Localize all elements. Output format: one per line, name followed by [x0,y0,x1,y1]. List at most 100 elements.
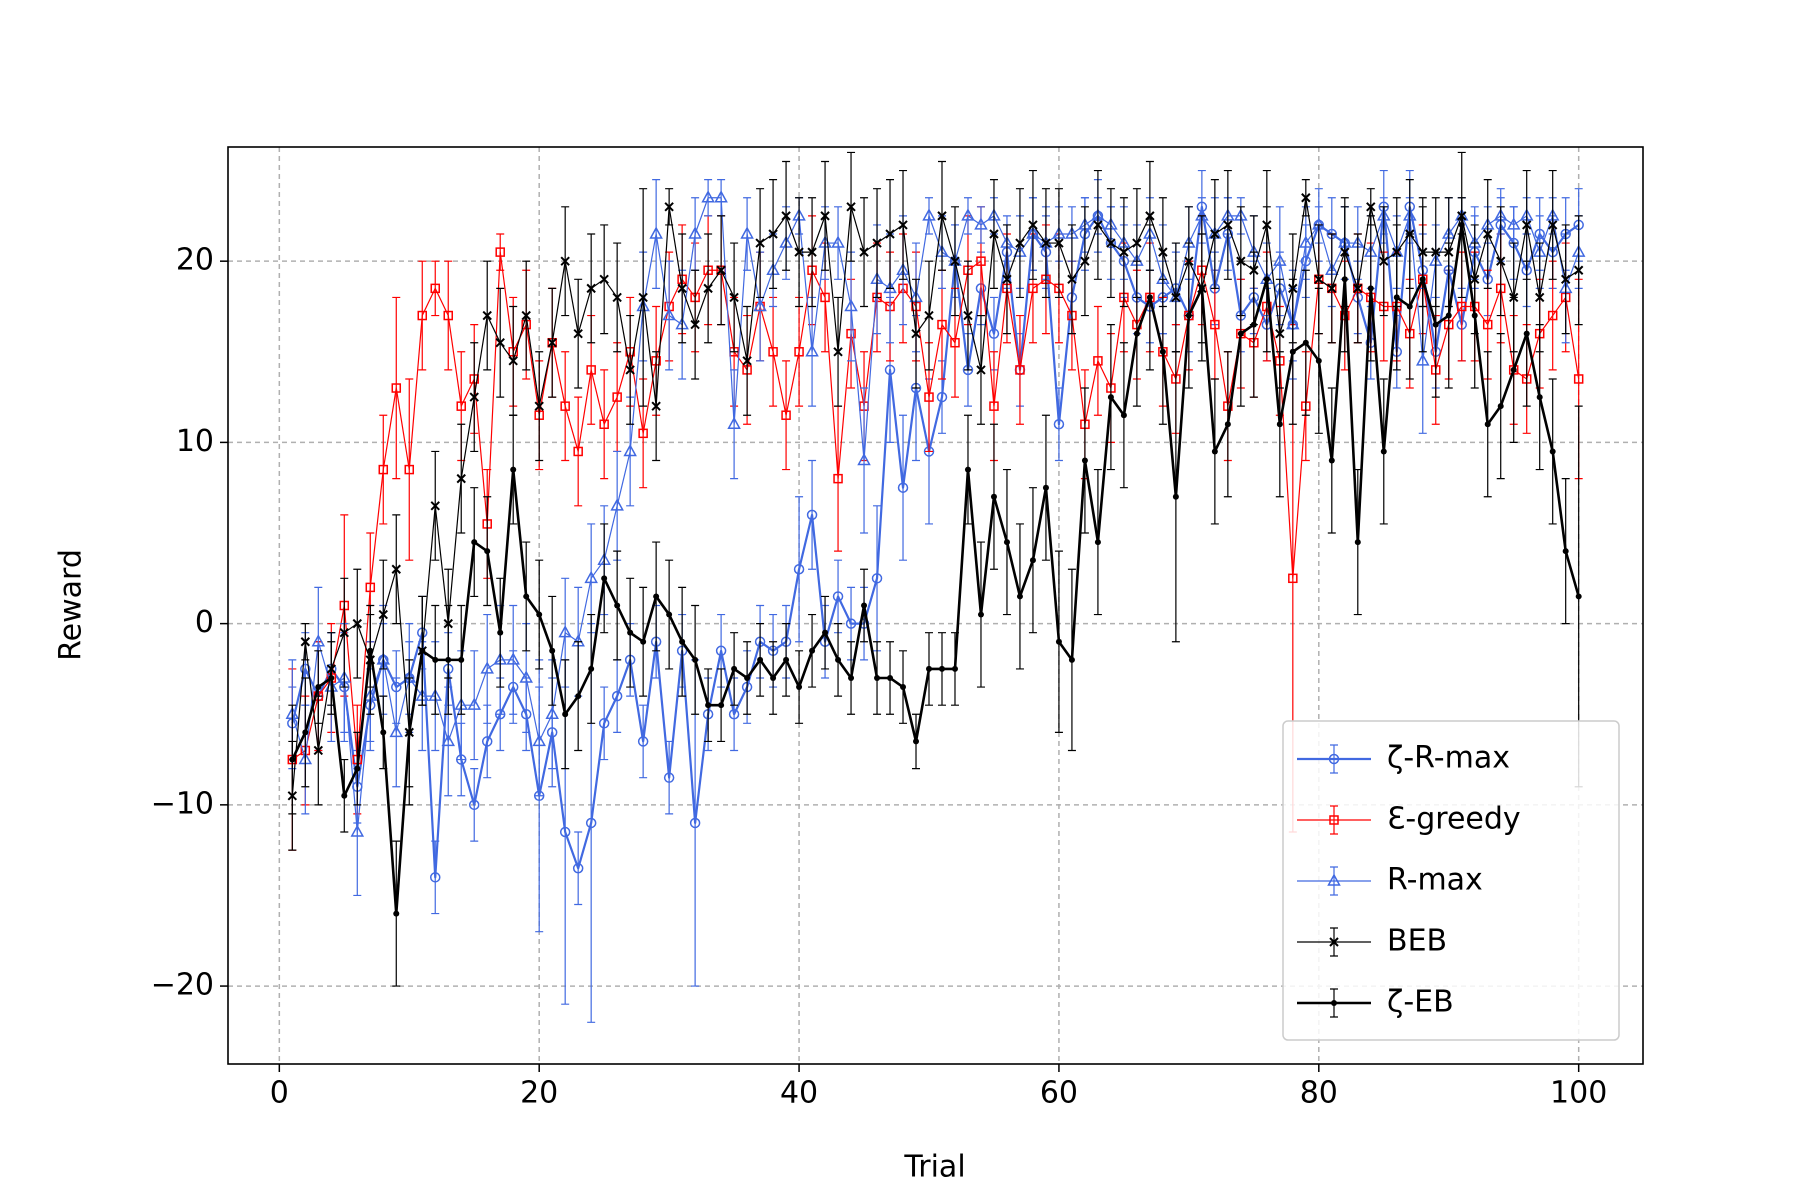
marker [549,647,556,654]
y-tick-label: −10 [151,786,214,821]
legend-marker [1331,1000,1337,1006]
marker [794,347,804,357]
marker [575,693,582,700]
marker [1133,330,1140,337]
marker [1198,285,1205,292]
marker [393,910,400,917]
x-tick-label: 60 [1040,1076,1078,1111]
marker [1015,238,1025,248]
marker [913,738,920,745]
marker [480,661,494,674]
marker [495,338,505,348]
marker [1028,220,1038,230]
marker [1159,348,1166,355]
y-tick-label: 10 [176,424,214,459]
axes-frame [227,146,1644,1065]
marker [703,283,713,294]
marker [599,274,609,285]
marker [796,684,803,691]
marker [1263,276,1270,283]
marker [872,238,882,248]
marker [1210,229,1220,239]
x-tick-label: 40 [780,1076,818,1111]
y-tick-label: 20 [176,243,214,278]
marker [1107,394,1114,401]
marker [1250,321,1257,328]
marker [1341,276,1348,283]
marker [1445,312,1452,319]
marker [846,202,856,212]
marker [887,674,894,681]
legend-error-bar [1330,744,1338,774]
marker [1299,235,1313,248]
marker [339,627,349,638]
marker [988,328,1000,339]
marker [727,416,741,430]
marker [705,702,712,709]
marker [1119,247,1129,257]
x-tick-label: 100 [1550,1076,1607,1111]
legend-label: ζ-R-max [1387,741,1510,776]
marker [1275,328,1285,339]
marker [1120,412,1127,419]
marker [445,656,452,663]
x-tick-label: 80 [1300,1076,1338,1111]
marker [936,391,948,403]
marker [1393,294,1400,301]
marker [989,401,999,411]
marker [623,443,637,457]
marker [521,310,531,321]
marker [692,656,699,663]
marker [666,611,673,618]
marker [1273,253,1287,266]
marker [1573,374,1584,384]
marker [1041,238,1051,248]
marker [805,344,819,357]
legend: ζ-R-max Ɛ-greedy R-max BEB ζ-EB [1282,720,1620,1041]
marker [1560,274,1571,285]
marker [1016,593,1023,600]
y-tick-label: 0 [195,605,214,640]
marker [441,733,456,747]
marker [898,220,908,230]
marker [1172,493,1179,500]
marker [417,310,428,321]
marker [1547,310,1558,321]
x-tick-label: 20 [520,1076,558,1111]
marker [315,684,322,691]
marker [690,319,700,330]
marker [300,637,311,647]
marker [884,364,896,376]
marker [781,211,791,221]
marker [519,670,533,683]
marker [588,665,595,672]
marker [328,674,335,681]
marker [458,656,465,663]
y-axis-label: Reward [54,549,89,661]
marker [1068,656,1075,663]
marker [1496,256,1506,266]
marker [1547,220,1558,230]
marker [612,392,622,402]
ticks: 0 20 40 60 80 100 −20 −10 0 10 20 [151,243,1608,1111]
marker [651,401,661,411]
marker [1419,276,1426,283]
marker [820,211,830,221]
marker [614,602,621,609]
marker [367,647,374,654]
marker [1171,292,1181,303]
marker [1523,330,1530,337]
series-line [291,197,1580,796]
marker [857,452,871,466]
marker [1055,638,1062,645]
marker [807,247,817,257]
marker [1276,421,1283,428]
marker [1432,321,1439,328]
marker [1146,294,1153,301]
marker [728,708,740,720]
series-line [291,251,1580,761]
marker [1289,348,1296,355]
marker [638,428,648,439]
marker [833,473,843,484]
